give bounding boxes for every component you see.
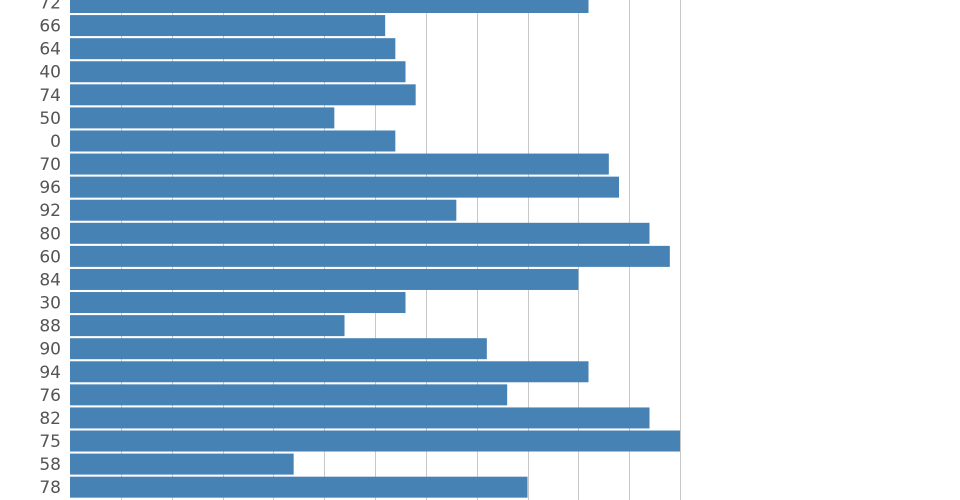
bar: [70, 268, 579, 290]
bar: [70, 245, 670, 267]
bar: [70, 453, 294, 475]
category-tick-label: 92: [39, 201, 61, 221]
bar: [70, 292, 406, 314]
bar: [70, 61, 406, 83]
bar: [70, 338, 487, 360]
category-tick-label: 76: [39, 386, 61, 406]
category-tick-label: 64: [39, 40, 61, 60]
category-tick-label: 75: [39, 432, 61, 452]
category-tick-label: 72: [39, 0, 61, 14]
category-tick-label: 50: [39, 109, 61, 129]
bars: [70, 0, 680, 498]
bar: [70, 130, 396, 152]
category-tick-label: 30: [39, 294, 61, 314]
bar: [70, 476, 528, 498]
bar: [70, 361, 589, 383]
bar: [70, 38, 396, 60]
category-tick-label: 60: [39, 247, 61, 267]
category-tick-label: 70: [39, 155, 61, 175]
category-tick-label: 80: [39, 224, 61, 244]
bar: [70, 315, 345, 337]
category-tick-label: 88: [39, 317, 61, 337]
category-tick-label: 96: [39, 178, 61, 198]
bar: [70, 84, 416, 106]
bar: [70, 176, 619, 198]
category-tick-label: 82: [39, 409, 61, 429]
bar: [70, 153, 609, 175]
category-tick-label: 40: [39, 63, 61, 83]
bar: [70, 222, 650, 244]
category-tick-label: 78: [39, 478, 61, 498]
category-labels: 72 66 64 40 74 50 0 70 96 92 80 60 84 30 88 90 94 76 82 75 5…: [39, 0, 61, 498]
category-tick-label: 66: [39, 17, 61, 37]
category-tick-label: 58: [39, 455, 61, 475]
bar: [70, 384, 508, 406]
category-tick-label: 84: [39, 270, 61, 290]
bar: [70, 430, 680, 452]
category-tick-label: 0: [50, 132, 61, 152]
category-tick-label: 90: [39, 340, 61, 360]
bar: [70, 0, 589, 13]
bar: [70, 199, 457, 221]
category-tick-label: 74: [39, 86, 61, 106]
bar: [70, 107, 335, 129]
bar: [70, 15, 386, 37]
bar: [70, 407, 650, 429]
category-tick-label: 94: [39, 363, 61, 383]
